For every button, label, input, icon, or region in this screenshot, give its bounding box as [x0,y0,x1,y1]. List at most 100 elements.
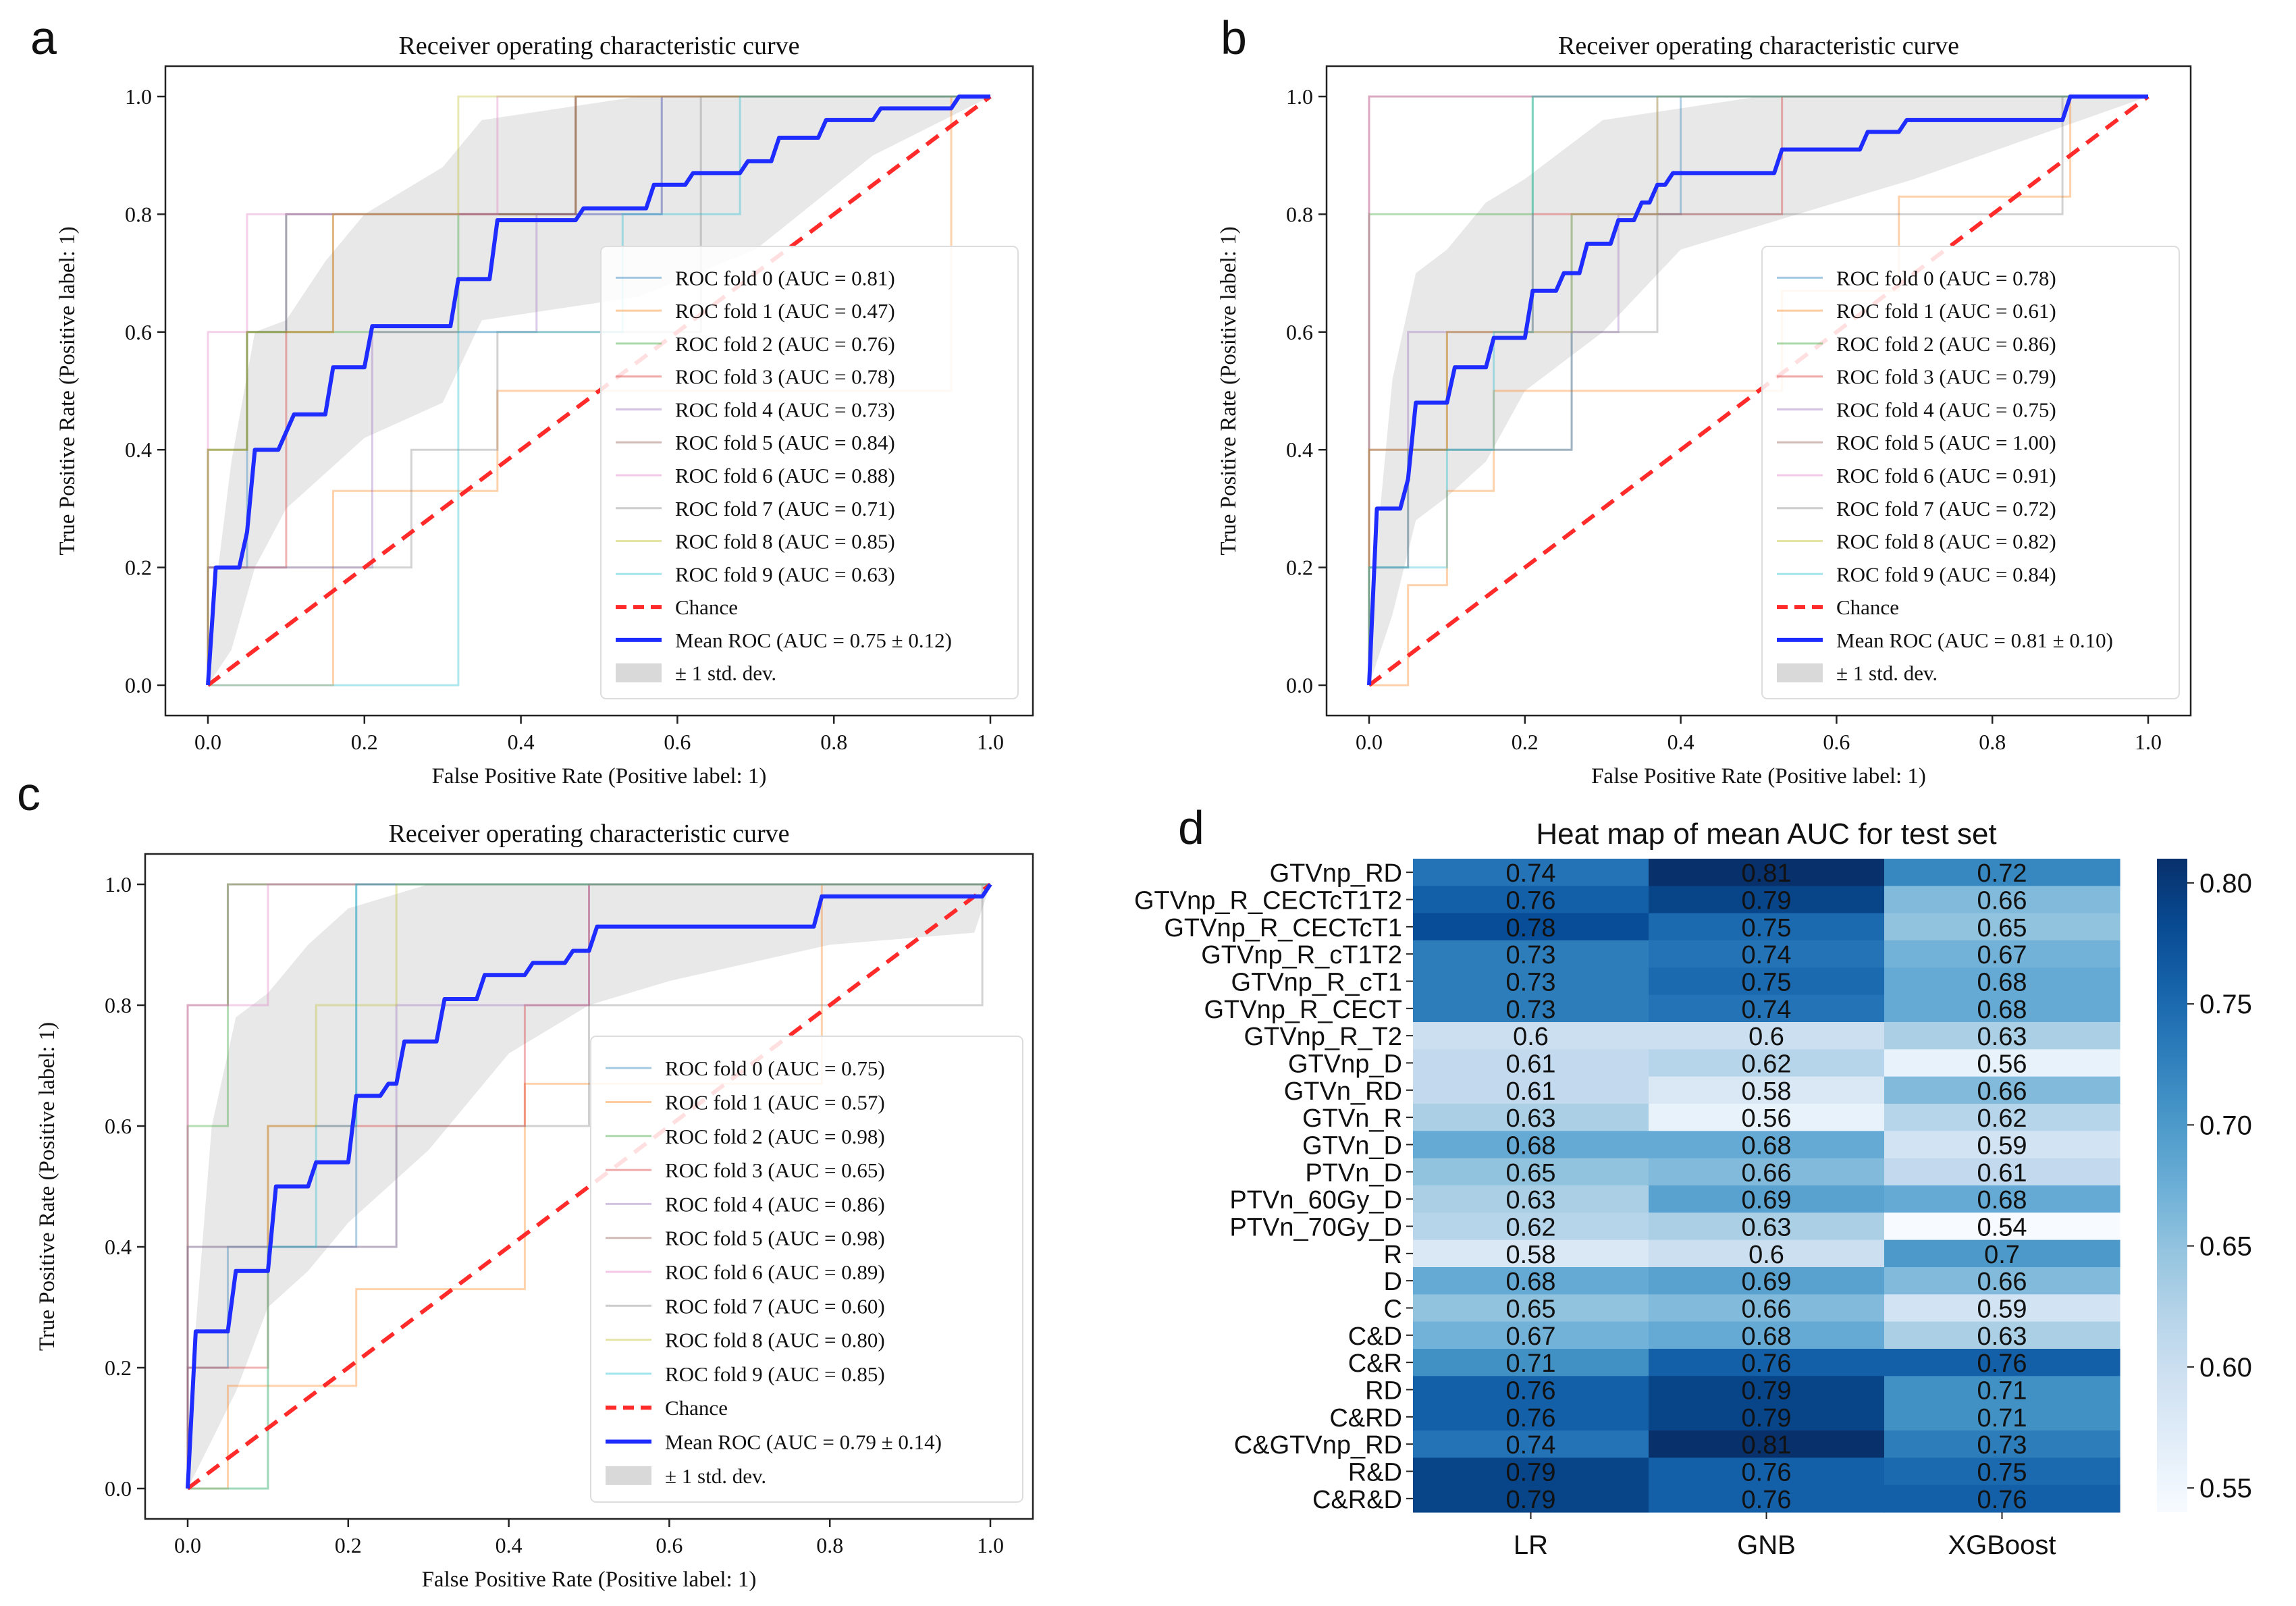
roc-fold-7-line [186,883,990,1489]
colorbar-tick-label: 0.75 [2199,990,2252,1019]
y-tick-label: 0.2 [1286,556,1313,580]
legend-fold-1-label: ROC fold 1 (AUC = 0.61) [1836,299,2056,323]
heatmap-cell [1649,994,1885,1023]
heatmap-cell [1884,1430,2120,1458]
y-tick-label: 0.4 [125,437,152,462]
roc-fold-8-line [207,95,990,685]
legend-fold-3-label: ROC fold 3 (AUC = 0.78) [675,365,895,389]
heatmap-cell-label: 0.73 [1977,1431,2027,1460]
roc-fold-1-line [208,95,990,687]
heatmap-cell-label: 0.76 [1506,887,1556,915]
heatmap-cell [1649,859,1885,886]
heatmap-cell [1649,1457,1885,1486]
heatmap-cell [1884,1484,2120,1513]
heatmap-cell [1884,1022,2120,1050]
roc-fold-0-line [186,883,990,1489]
y-tick-label: 1.0 [1286,84,1313,109]
heatmap-cell-label: 0.71 [1506,1349,1556,1378]
heatmap-cell-label: 0.58 [1506,1241,1556,1269]
heatmap-cell [1413,940,1649,968]
heatmap-cell-label: 0.6 [1748,1241,1784,1269]
legend-std-label: ± 1 std. dev. [675,662,776,685]
y-tick-label: 0.6 [1286,320,1313,344]
legend-fold-6-label: ROC fold 6 (AUC = 0.91) [1836,464,2056,487]
heatmap-cell-label: 0.71 [1977,1377,2027,1406]
legend-fold-2-label: ROC fold 2 (AUC = 0.86) [1836,332,2056,356]
x-tick-label: 1.0 [977,730,1004,754]
heatmap-row-label: C&R [1348,1349,1402,1378]
heatmap-cell-label: 0.68 [1742,1132,1792,1160]
legend-fold-9-label: ROC fold 9 (AUC = 0.85) [665,1362,885,1386]
roc-fold-5-line [1368,95,2148,685]
heatmap-cell [1884,1158,2120,1186]
y-tick-label: 0.2 [125,556,152,580]
heatmap-cell-label: 0.73 [1506,969,1556,997]
heatmap-cell-label: 0.66 [1742,1159,1792,1187]
legend-std-handle [606,1466,651,1485]
heatmap-cell-label: 0.63 [1977,1322,2027,1351]
heatmap-cell-label: 0.75 [1977,1459,2027,1487]
panel-c: c 0.0 0.2 0.4 0.6 0.8 1.0 0.0 0.2 0.4 0.6 0.8 1.0 Re… [17,768,1034,1592]
heatmap-cell [1413,1294,1649,1322]
heatmap-cell-label: 0.62 [1506,1214,1556,1242]
legend-box [600,246,1019,699]
panel-a: a 0.0 0.2 0.4 0.6 0.8 1.0 0.0 0.2 0.4 0.6 0.8 1.0 Re… [30,11,1034,788]
heatmap-cell-label: 0.68 [1977,969,2027,997]
heatmap-cell [1884,1104,2120,1131]
roc-fold-7-line [1368,95,2148,685]
legend-mean-label: Mean ROC (AUC = 0.81 ± 0.10) [1836,628,2113,652]
legend-box [1761,246,2180,699]
roc-fold-4-line [1368,95,2148,685]
heatmap-cell-label: 0.78 [1506,914,1556,942]
heatmap-cell [1649,1049,1885,1077]
legend-fold-7-label: ROC fold 7 (AUC = 0.72) [1836,497,2056,520]
heatmap-cell [1413,1321,1649,1349]
heatmap-cell [1649,886,1885,914]
std-band [188,884,990,1489]
x-tick-label: 0.4 [508,730,535,754]
legend-fold-0-label: ROC fold 0 (AUC = 0.75) [665,1056,885,1080]
x-tick-label: 0.2 [351,730,378,754]
heatmap-cell-label: 0.62 [1742,1050,1792,1079]
heatmap-cell-label: 0.54 [1977,1214,2027,1242]
heatmap-cell-label: 0.74 [1742,996,1792,1024]
heatmap-row-label: R&D [1348,1459,1402,1487]
legend-fold-5-label: ROC fold 5 (AUC = 0.98) [665,1227,885,1250]
chance-line [1368,95,2150,687]
heatmap-cell-label: 0.63 [1506,1104,1556,1133]
mean-roc-line [206,95,990,686]
heatmap-cell [1884,859,2120,886]
heatmap-cell-label: 0.74 [1742,941,1792,969]
heatmap-cell-label: 0.65 [1977,914,2027,942]
heatmap-cell [1884,1267,2120,1295]
heatmap-cell-label: 0.79 [1506,1459,1556,1487]
legend-chance-label: Chance [675,595,738,619]
y-tick-label: 0.6 [105,1114,132,1138]
mean-roc-line [1367,95,2148,686]
heatmap-cell-label: 0.73 [1506,996,1556,1024]
heatmap-cell [1884,1185,2120,1213]
x-tick-label: 0.8 [1979,730,2006,754]
heatmap-cell-label: 0.61 [1506,1077,1556,1106]
roc-fold-3-line [1368,95,2148,685]
heatmap-column-label: XGBoost [1948,1530,2056,1560]
heatmap-cell-label: 0.76 [1506,1377,1556,1406]
heatmap-cell-label: 0.61 [1506,1050,1556,1079]
x-tick-label: 0.2 [1512,730,1539,754]
heatmap-cell-label: 0.65 [1506,1295,1556,1324]
heatmap-cell-label: 0.71 [1977,1404,2027,1433]
heatmap-row-label: C&D [1348,1322,1402,1351]
legend-fold-5-label: ROC fold 5 (AUC = 1.00) [1836,431,2056,454]
plot-frame [144,853,1034,1520]
legend-fold-4-label: ROC fold 4 (AUC = 0.73) [675,398,895,421]
legend-box [590,1036,1023,1503]
heatmap-cell-label: 0.66 [1977,1268,2027,1296]
legend-std-handle [616,663,662,682]
heatmap-cell-label: 0.66 [1742,1295,1792,1324]
heatmap-row-label: GTVnp_D [1288,1050,1402,1079]
x-tick-label: 0.6 [656,1533,683,1557]
heatmap-cell-label: 0.66 [1977,887,2027,915]
legend-fold-9-label: ROC fold 9 (AUC = 0.63) [675,562,895,586]
heatmap-cell-label: 0.59 [1977,1295,2027,1324]
colorbar-tick-label: 0.80 [2199,869,2252,899]
